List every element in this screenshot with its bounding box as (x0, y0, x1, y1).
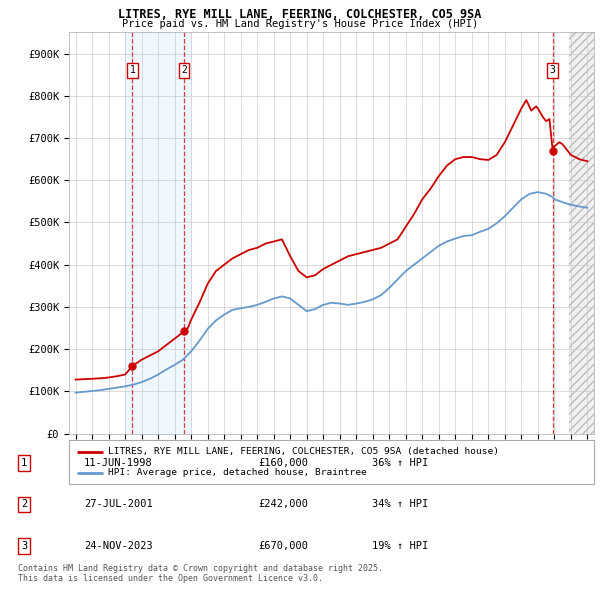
Text: Price paid vs. HM Land Registry's House Price Index (HPI): Price paid vs. HM Land Registry's House … (122, 19, 478, 29)
Text: 27-JUL-2001: 27-JUL-2001 (84, 500, 153, 509)
Text: 11-JUN-1998: 11-JUN-1998 (84, 458, 153, 468)
Text: £160,000: £160,000 (258, 458, 308, 468)
Text: 19% ↑ HPI: 19% ↑ HPI (372, 541, 428, 550)
Bar (125, 32, 191, 434)
Text: HPI: Average price, detached house, Braintree: HPI: Average price, detached house, Brai… (109, 468, 367, 477)
Bar (569, 32, 596, 434)
Text: 2: 2 (21, 500, 27, 509)
Text: 3: 3 (550, 65, 556, 76)
Text: £242,000: £242,000 (258, 500, 308, 509)
Text: 24-NOV-2023: 24-NOV-2023 (84, 541, 153, 550)
Text: 1: 1 (130, 65, 136, 76)
Text: 1: 1 (21, 458, 27, 468)
Bar (569, 32, 596, 434)
Text: 2: 2 (181, 65, 187, 76)
Text: 3: 3 (21, 541, 27, 550)
Text: LITRES, RYE MILL LANE, FEERING, COLCHESTER, CO5 9SA: LITRES, RYE MILL LANE, FEERING, COLCHEST… (118, 8, 482, 21)
Text: 36% ↑ HPI: 36% ↑ HPI (372, 458, 428, 468)
Text: Contains HM Land Registry data © Crown copyright and database right 2025.
This d: Contains HM Land Registry data © Crown c… (18, 563, 383, 583)
Text: LITRES, RYE MILL LANE, FEERING, COLCHESTER, CO5 9SA (detached house): LITRES, RYE MILL LANE, FEERING, COLCHEST… (109, 447, 499, 457)
Text: £670,000: £670,000 (258, 541, 308, 550)
Text: 34% ↑ HPI: 34% ↑ HPI (372, 500, 428, 509)
